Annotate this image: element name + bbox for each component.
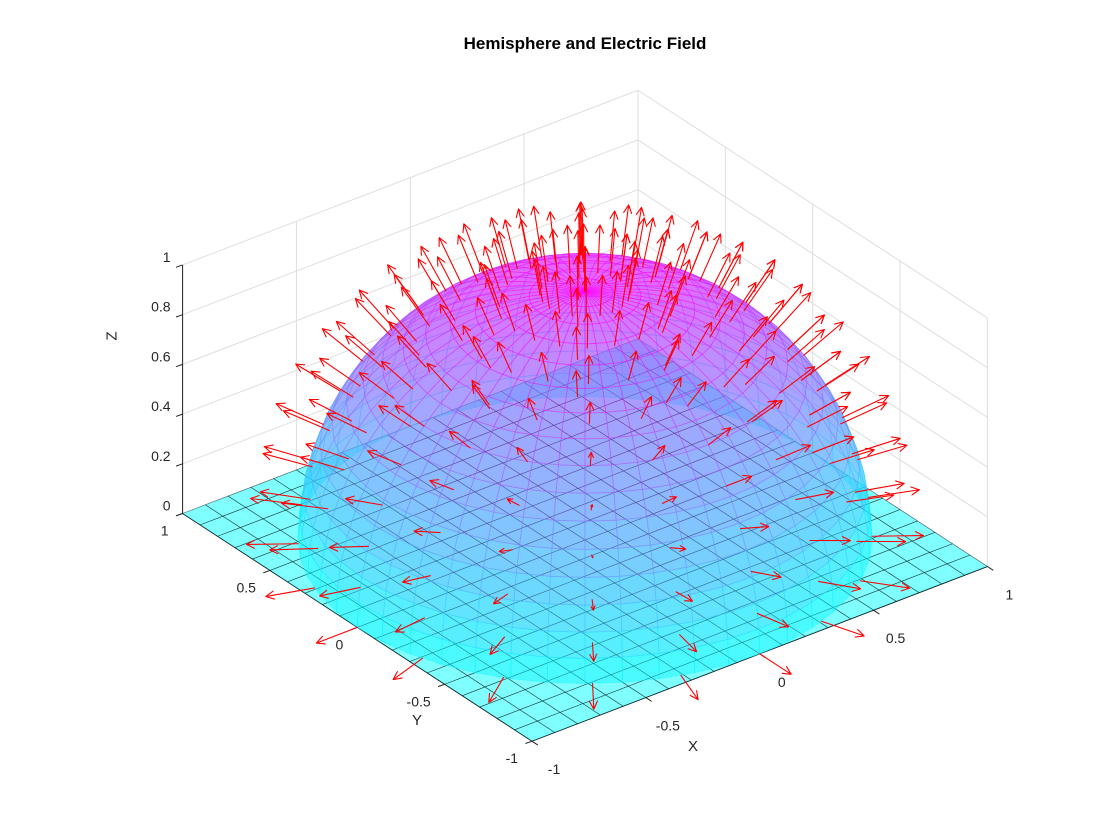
y-axis-label: Y: [411, 712, 423, 729]
chart-title: Hemisphere and Electric Field: [463, 34, 707, 53]
z-axis-label: Z: [103, 331, 121, 341]
x-axis-label: X: [687, 738, 699, 755]
